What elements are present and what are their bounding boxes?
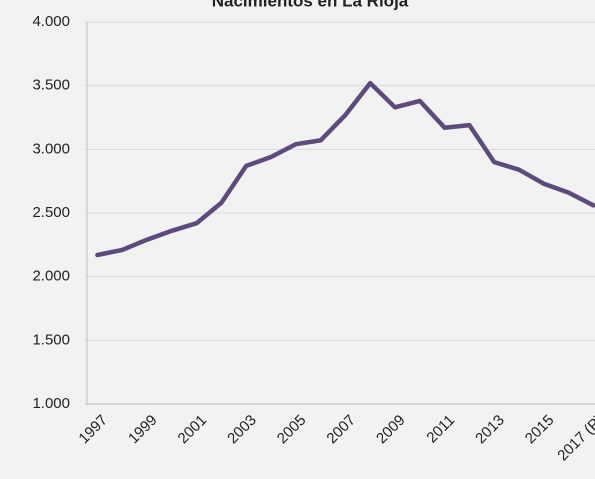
line [95, 80, 595, 258]
y-tick-label: 1.500 [32, 331, 70, 348]
y-tick-label: 3.500 [32, 77, 70, 94]
y-tick-label: 2.000 [32, 268, 70, 285]
y-tick-label: 2.500 [32, 204, 70, 221]
y-tick-label: 1.000 [32, 395, 70, 412]
y-tick-label: 4.000 [32, 13, 70, 30]
chart-title: Nacimientos en La Rioja [212, 0, 409, 10]
y-tick-label: 3.000 [32, 140, 70, 157]
